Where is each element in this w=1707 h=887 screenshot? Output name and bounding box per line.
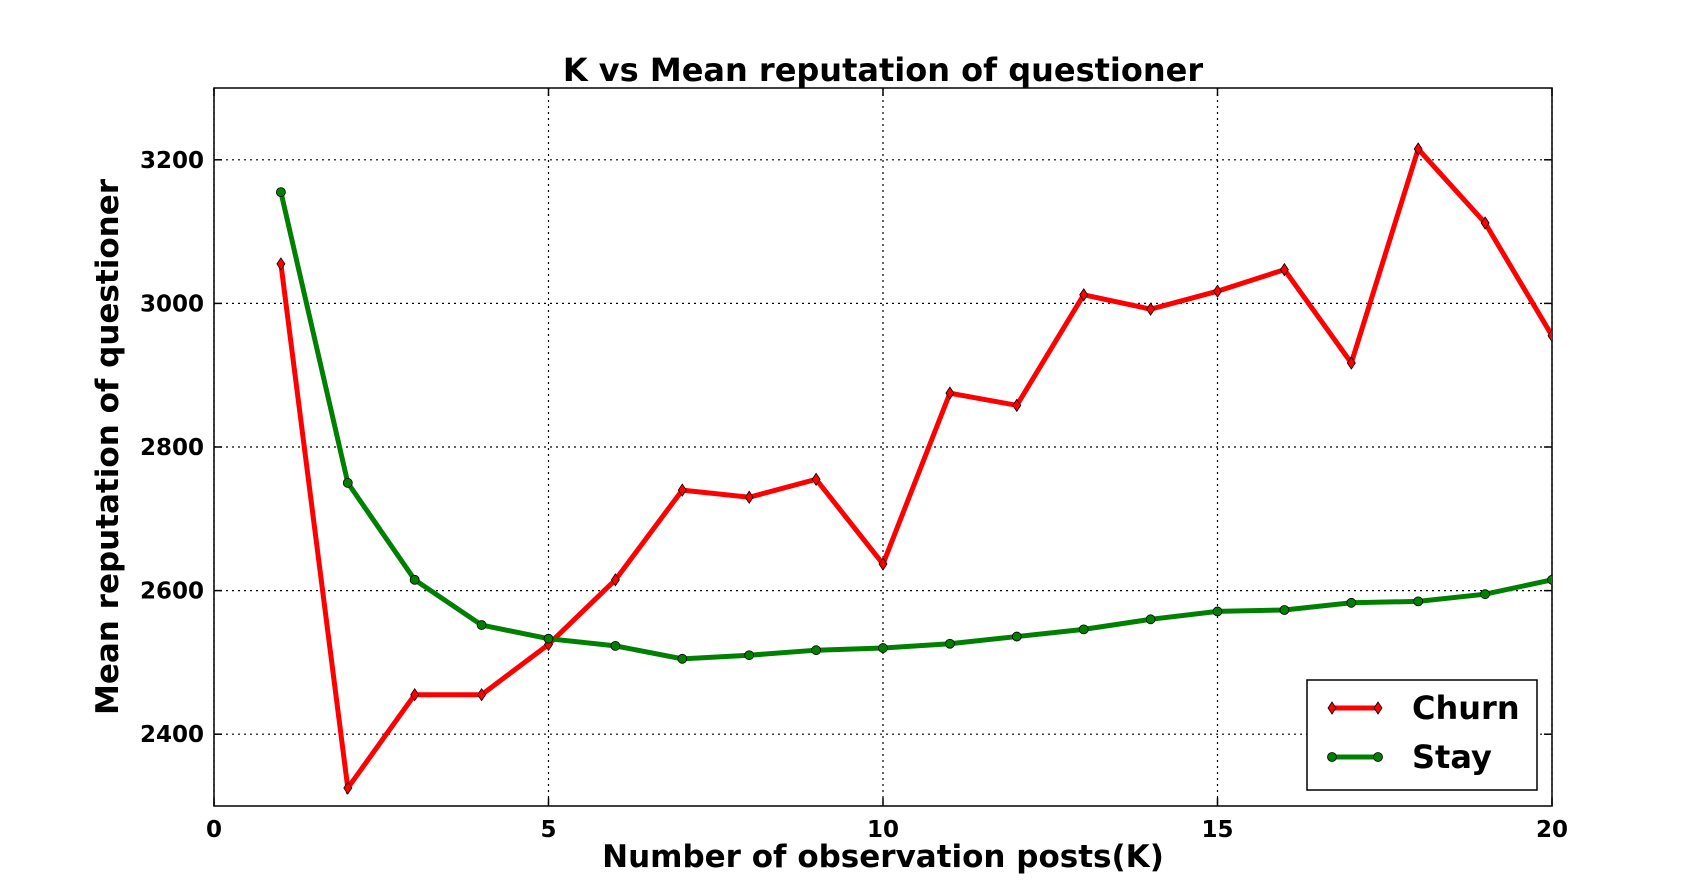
chart-title: K vs Mean reputation of questioner	[563, 51, 1204, 89]
data-point-stay	[1413, 596, 1424, 607]
axis-ticks: 0 5 10 15 20 2400 2600 2800 3000 3200	[140, 88, 1568, 843]
legend-item-stay: Stay	[1327, 738, 1492, 776]
data-point-churn	[1213, 284, 1222, 298]
data-point-stay	[1480, 589, 1490, 600]
data-point-churn	[477, 687, 487, 702]
y-tick-label: 3200	[140, 148, 204, 174]
legend-item-churn: Churn	[1327, 689, 1520, 727]
x-tick-label: 10	[867, 817, 899, 843]
legend-marker-stay	[1373, 752, 1383, 762]
data-point-stay	[543, 633, 554, 644]
y-axis-label: Mean reputation of questioner	[90, 178, 126, 715]
data-point-churn	[744, 490, 754, 504]
data-point-churn	[1279, 262, 1289, 277]
legend-marker-stay	[1327, 752, 1337, 762]
series-stay	[275, 187, 1552, 664]
legend-label-churn: Churn	[1412, 689, 1520, 727]
y-tick-label: 2400	[140, 722, 204, 748]
data-point-stay	[945, 638, 955, 649]
data-point-churn	[610, 573, 620, 587]
x-axis-label: Number of observation posts(K)	[602, 839, 1164, 875]
series-line-churn	[278, 144, 1552, 795]
data-point-churn	[276, 257, 286, 271]
data-point-stay	[811, 645, 821, 656]
data-point-churn	[878, 557, 888, 571]
data-point-stay	[1279, 605, 1290, 615]
x-tick-label: 20	[1536, 817, 1568, 843]
legend-marker-churn	[1373, 701, 1383, 715]
data-point-churn	[811, 472, 821, 487]
grid-lines	[213, 88, 1553, 806]
y-tick-label: 2600	[140, 579, 204, 605]
legend-label-stay: Stay	[1412, 738, 1492, 776]
x-tick-label: 5	[540, 817, 556, 843]
legend: Churn Stay	[1306, 679, 1538, 791]
data-point-stay	[1145, 614, 1156, 625]
data-point-stay	[1078, 624, 1089, 635]
series-line-stay	[278, 191, 1552, 662]
x-tick-label: 15	[1201, 817, 1233, 843]
data-point-churn	[1146, 302, 1156, 316]
data-point-churn	[1480, 216, 1490, 230]
data-point-stay	[610, 640, 621, 651]
data-point-churn	[343, 781, 353, 795]
data-point-churn	[1346, 356, 1356, 370]
data-point-churn	[410, 687, 420, 702]
data-point-churn	[677, 483, 687, 497]
x-tick-label: 0	[206, 817, 222, 843]
data-point-stay	[744, 650, 755, 661]
legend-items: Churn Stay	[1327, 689, 1520, 776]
y-tick-label: 3000	[140, 291, 204, 317]
data-point-churn	[1079, 288, 1089, 302]
y-tick-label: 2800	[140, 435, 204, 461]
data-point-stay	[275, 187, 286, 198]
data-point-churn	[1547, 328, 1552, 343]
data-point-stay	[476, 620, 487, 630]
legend-box	[1306, 679, 1538, 791]
series-churn	[276, 142, 1552, 795]
data-point-stay	[1212, 606, 1223, 617]
data-point-stay	[1547, 574, 1552, 585]
data-point-churn	[1012, 398, 1022, 413]
data-point-stay	[878, 643, 888, 653]
legend-marker-churn	[1327, 701, 1337, 715]
data-point-stay	[409, 574, 420, 585]
data-point-stay	[1011, 631, 1022, 642]
data-point-stay	[1346, 597, 1357, 608]
data-point-stay	[677, 653, 688, 664]
data-point-churn	[1413, 142, 1423, 156]
data-point-stay	[342, 477, 353, 488]
series-layer	[275, 142, 1552, 795]
data-point-churn	[945, 386, 955, 400]
